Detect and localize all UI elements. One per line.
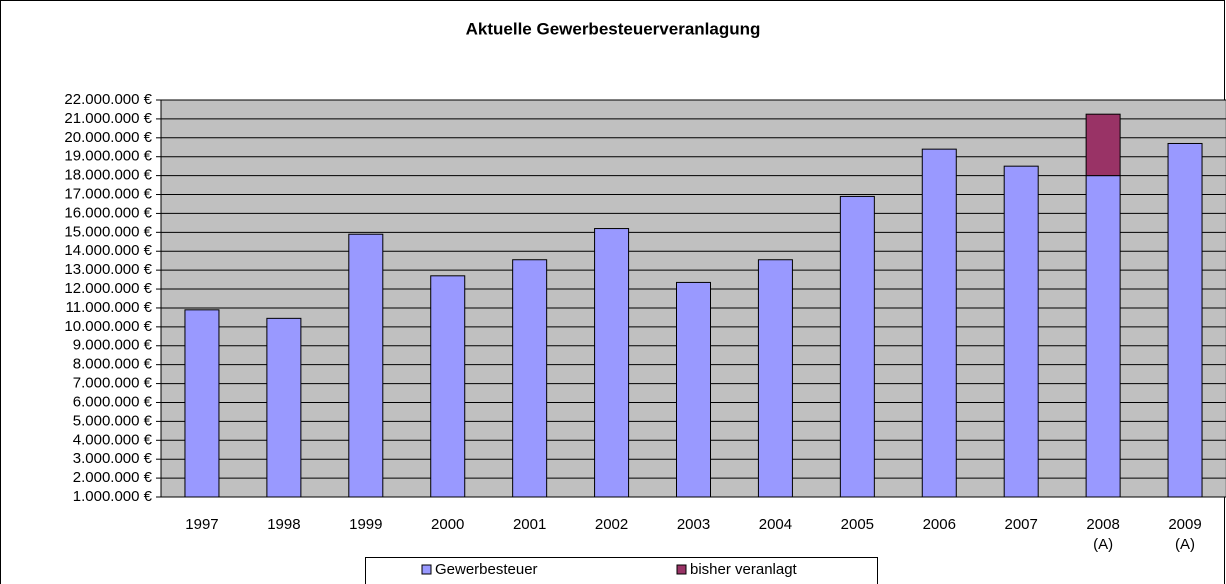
y-tick-label: 3.000.000 € [73,450,153,467]
y-tick-label: 7.000.000 € [73,375,153,392]
y-tick-label: 12.000.000 € [64,280,152,297]
x-tick-label: 2002 [594,516,629,533]
bar [184,309,220,498]
bar [839,195,875,498]
y-tick-label: 2.000.000 € [73,469,153,486]
x-tick-label: 2004 [758,516,793,533]
y-tick-label: 9.000.000 € [73,337,153,354]
x-tick-label: 2000 [431,516,465,533]
bar [1085,175,1121,498]
bar [676,281,711,498]
y-tick-label: 8.000.000 € [73,356,153,373]
y-tick-label: 10.000.000 € [64,318,152,335]
y-tick-label: 14.000.000 € [64,242,152,259]
y-tick-label: 4.000.000 € [73,431,153,448]
bar [266,317,302,498]
x-tick-label: 2007 [1004,516,1038,533]
bar [1003,165,1039,498]
y-tick-label: 1.000.000 € [73,488,153,505]
y-tick-label: 20.000.000 € [64,129,152,146]
bar [594,228,630,498]
y-tick-label: 17.000.000 € [64,185,152,202]
x-tick-label: 1999 [349,516,383,533]
legend-label: Gewerbesteuer [435,561,538,578]
x-tick-label: 2005 [840,516,875,533]
legend-swatch [676,564,687,575]
x-tick-label: 2001 [512,516,547,533]
bar [512,259,548,498]
bar [430,275,466,498]
legend-swatch [421,564,432,575]
bar [348,233,384,498]
x-tick-label: 2009 (A) [1168,516,1202,553]
x-tick-label: 1997 [185,516,219,533]
y-tick-label: 22.000.000 € [64,91,152,108]
x-tick-label: 2003 [676,516,711,533]
y-tick-label: 6.000.000 € [73,393,153,410]
legend [365,557,878,584]
bar [757,259,793,498]
y-tick-label: 16.000.000 € [64,204,152,221]
y-tick-label: 21.000.000 € [64,110,152,127]
x-tick-label: 2008 (A) [1086,516,1120,553]
y-tick-label: 19.000.000 € [64,148,152,165]
bar [1085,113,1121,177]
bar [921,148,957,498]
legend-label: bisher veranlagt [690,561,798,578]
x-tick-label: 1998 [267,516,301,533]
chart-title: Aktuelle Gewerbesteuerveranlagung [466,19,761,38]
y-tick-label: 5.000.000 € [73,412,153,429]
bar [1167,142,1203,498]
y-tick-label: 18.000.000 € [64,167,152,184]
y-tick-label: 13.000.000 € [64,261,152,278]
y-tick-label: 15.000.000 € [64,223,152,240]
x-tick-label: 2006 [922,516,956,533]
y-tick-label: 11.000.000 € [66,299,153,316]
